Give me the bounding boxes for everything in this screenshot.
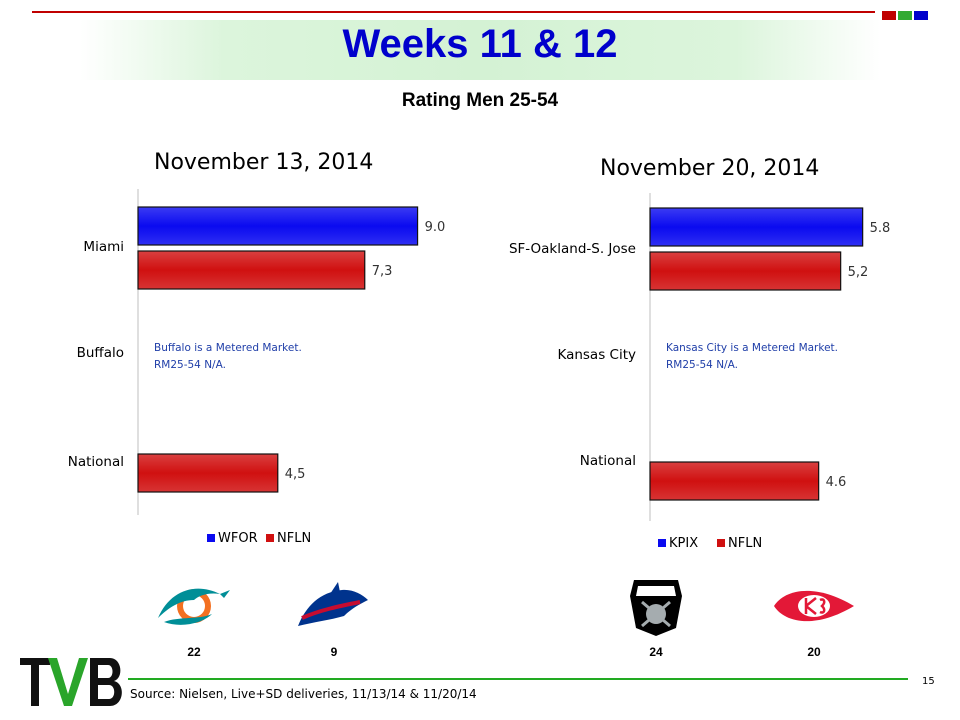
chart-november-20: SF-Oakland-S. Jose Kansas City National 5.8…	[509, 193, 891, 551]
score-dolphins: 22	[187, 645, 201, 659]
category-label: SF-Oakland-S. Jose	[509, 241, 636, 257]
metered-market-note: Kansas City is a Metered Market.	[666, 342, 838, 354]
data-label: 9.0	[425, 220, 446, 235]
metered-market-note-line2: RM25-54 N/A.	[154, 359, 226, 371]
title-band	[80, 20, 880, 80]
data-label: 4,5	[285, 467, 306, 482]
tvb-logo-icon	[20, 658, 122, 706]
page-number: 15	[922, 676, 935, 687]
chart-2-date: November 20, 2014	[600, 156, 820, 181]
category-label: National	[68, 454, 124, 470]
metered-market-note: Buffalo is a Metered Market.	[154, 342, 302, 354]
data-label: 5,2	[848, 265, 869, 280]
bar-wfor	[137, 206, 419, 246]
legend-label: NFLN	[277, 531, 311, 546]
legend-swatch	[207, 534, 215, 542]
bar-nfln	[649, 251, 842, 291]
category-label: National	[580, 453, 636, 469]
accent-square-blue	[914, 11, 928, 20]
legend-swatch	[266, 534, 274, 542]
bar-kpix	[649, 207, 864, 247]
legend-label: NFLN	[728, 536, 762, 551]
legend-label: KPIX	[669, 536, 698, 551]
category-label: Kansas City	[557, 347, 636, 363]
data-label: 7,3	[372, 264, 393, 279]
accent-square-red	[882, 11, 896, 20]
category-label: Miami	[83, 239, 124, 255]
chart-1-date: November 13, 2014	[154, 150, 374, 175]
page-title: Weeks 11 & 12	[342, 22, 618, 66]
data-label: 5.8	[870, 221, 891, 236]
bar-nfln	[137, 453, 279, 493]
bar-nfln	[137, 250, 366, 290]
accent-square-green	[898, 11, 912, 20]
score-chiefs: 20	[807, 645, 821, 659]
footer-rule	[128, 678, 908, 680]
bar-nfln	[649, 461, 820, 501]
score-bills: 9	[330, 645, 338, 659]
source-note: Source: Nielsen, Live+SD deliveries, 11/…	[130, 687, 477, 701]
data-label: 4.6	[826, 475, 847, 490]
legend-label: WFOR	[218, 531, 258, 546]
metered-market-note-line2: RM25-54 N/A.	[666, 359, 738, 371]
legend-swatch	[658, 539, 666, 547]
page-subtitle: Rating Men 25-54	[401, 90, 559, 111]
dolphins-logo-icon	[158, 588, 230, 625]
score-raiders: 24	[649, 645, 663, 659]
raiders-logo-icon	[630, 580, 682, 636]
category-label: Buffalo	[77, 345, 124, 361]
legend-swatch	[717, 539, 725, 547]
bills-logo-icon	[298, 582, 368, 626]
chiefs-logo-icon	[774, 590, 854, 622]
chart-november-13: Miami Buffalo National 9.0 7,3 4,5 Buffalo is …	[68, 189, 446, 546]
top-rule	[32, 11, 875, 13]
